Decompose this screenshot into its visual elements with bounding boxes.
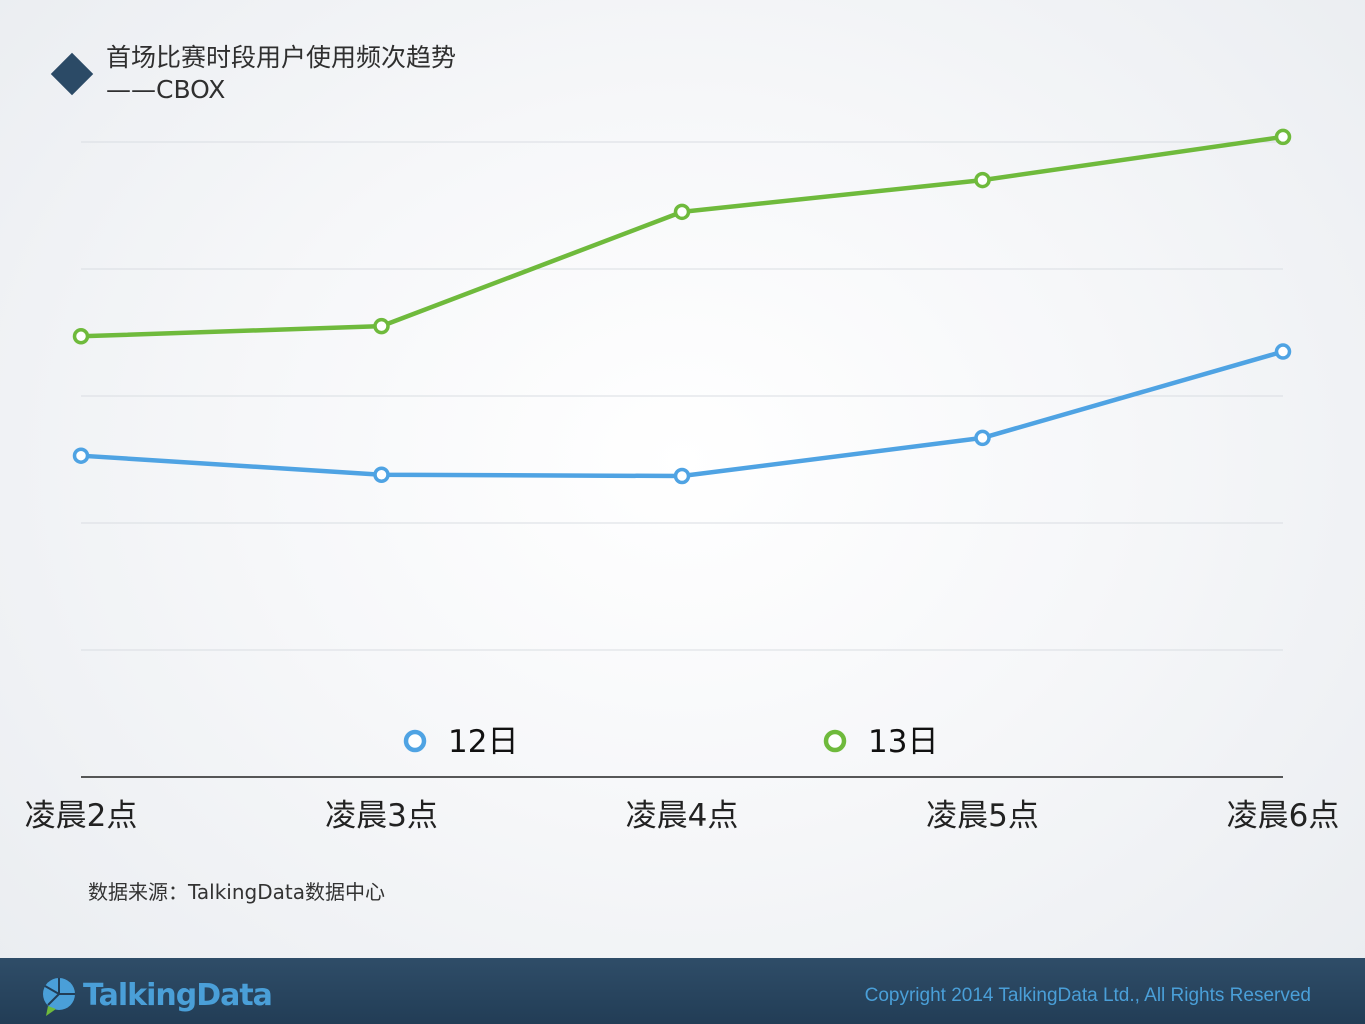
series-line xyxy=(80,349,1284,479)
legend-item[interactable]: 12日 xyxy=(403,724,518,760)
data-source-note: 数据来源：TalkingData数据中心 xyxy=(88,880,385,904)
copyright-text: Copyright 2014 TalkingData Ltd., All Rig… xyxy=(864,985,1311,1006)
data-point[interactable] xyxy=(373,317,390,335)
data-point[interactable] xyxy=(673,467,691,485)
data-point[interactable] xyxy=(72,328,90,345)
x-tick-label: 凌晨2点 xyxy=(25,798,138,834)
x-tick-label: 凌晨3点 xyxy=(325,798,438,834)
series-line xyxy=(80,134,1284,339)
series-13日 xyxy=(72,128,1292,345)
data-point[interactable] xyxy=(974,171,991,189)
legend-marker xyxy=(823,729,847,753)
legend-marker xyxy=(403,729,427,753)
legend-item[interactable]: 13日 xyxy=(823,724,938,760)
footer-bar: TalkingData Copyright 2014 TalkingData L… xyxy=(0,958,1365,1024)
data-point[interactable] xyxy=(72,447,90,464)
legend-label: 13日 xyxy=(868,724,938,760)
x-tick-label: 凌晨6点 xyxy=(1227,798,1340,834)
data-point[interactable] xyxy=(373,466,390,483)
chart-title: 首场比赛时段用户使用频次趋势 xyxy=(106,43,457,72)
brand-name: TalkingData xyxy=(83,978,273,1013)
grid-lines xyxy=(81,141,1283,651)
legend: 12日 13日 xyxy=(403,724,938,760)
line-chart: 凌晨2点 凌晨3点 凌晨4点 凌晨5点 凌晨6点 12日 13日 xyxy=(25,128,1340,834)
x-axis: 凌晨2点 凌晨3点 凌晨4点 凌晨5点 凌晨6点 xyxy=(25,776,1340,834)
chart-subtitle: ——CBOX xyxy=(106,75,226,104)
series-lines xyxy=(72,128,1292,485)
series-12日 xyxy=(72,343,1292,485)
data-point[interactable] xyxy=(673,203,691,221)
x-tick-label: 凌晨4点 xyxy=(626,798,739,834)
data-point[interactable] xyxy=(1274,343,1292,360)
x-tick-label: 凌晨5点 xyxy=(926,798,1039,834)
data-point[interactable] xyxy=(974,429,991,447)
legend-label: 12日 xyxy=(448,724,518,760)
talkingdata-logo-icon xyxy=(43,978,75,1016)
data-point[interactable] xyxy=(1274,128,1292,146)
